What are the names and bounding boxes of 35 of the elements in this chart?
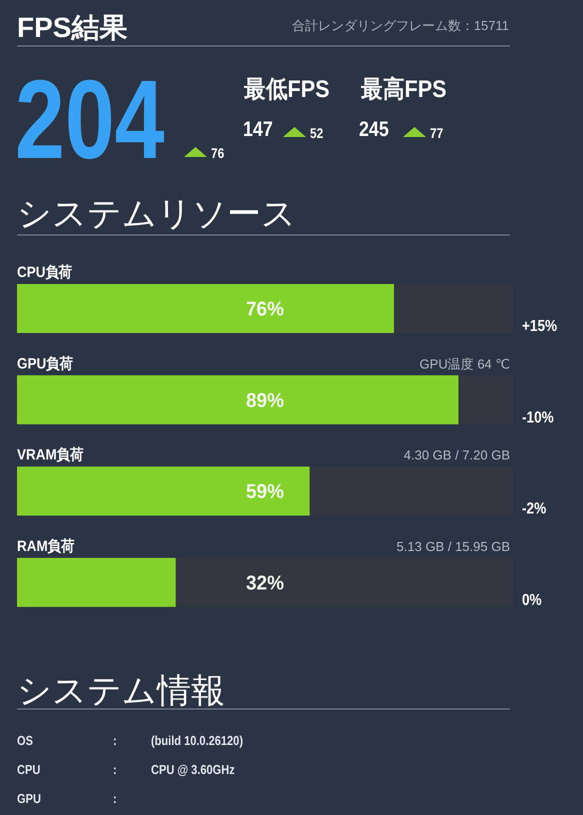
annotation: GPU温度 64 ℃	[420, 356, 510, 372]
title: システム情報	[17, 672, 225, 710]
annotation: :	[113, 791, 117, 806]
title: FPS結果	[17, 12, 128, 43]
data-label: 32%	[246, 572, 284, 595]
annotation: (build 10.0.26120)	[151, 733, 243, 748]
category: VRAM負荷	[17, 446, 84, 464]
annotation: +15%	[522, 318, 558, 336]
annotation: 52	[310, 125, 324, 142]
annotation: :	[113, 733, 117, 748]
annotation: 147	[243, 118, 273, 142]
data-label: 59%	[246, 480, 284, 504]
annotation: 最低FPS	[244, 74, 330, 102]
data-label: 89%	[246, 389, 284, 412]
annotation: GPU	[17, 791, 41, 806]
annotation: 76	[211, 145, 224, 162]
category: GPU負荷	[17, 356, 73, 372]
annotation: :	[113, 762, 117, 778]
annotation: 5.13 GB / 15.95 GB	[396, 538, 510, 554]
data-label: 76%	[246, 298, 284, 321]
annotation: 4.30 GB / 7.20 GB	[404, 448, 510, 463]
annotation: 最高FPS	[361, 74, 447, 102]
annotation: 合計レンダリングフレーム数：15711	[292, 18, 509, 33]
annotation: CPU @ 3.60GHz	[151, 762, 235, 778]
annotation: 0%	[522, 592, 542, 610]
category: CPU負荷	[17, 264, 72, 282]
annotation: 245	[359, 118, 389, 142]
annotation: 77	[430, 125, 444, 142]
annotation: CPU	[17, 762, 40, 778]
category: RAM負荷	[17, 538, 74, 556]
annotation: 204	[15, 58, 164, 182]
annotation: OS	[17, 733, 33, 748]
title: システムリソース	[17, 195, 296, 233]
annotation: -2%	[522, 500, 546, 518]
annotation: -10%	[522, 409, 554, 427]
